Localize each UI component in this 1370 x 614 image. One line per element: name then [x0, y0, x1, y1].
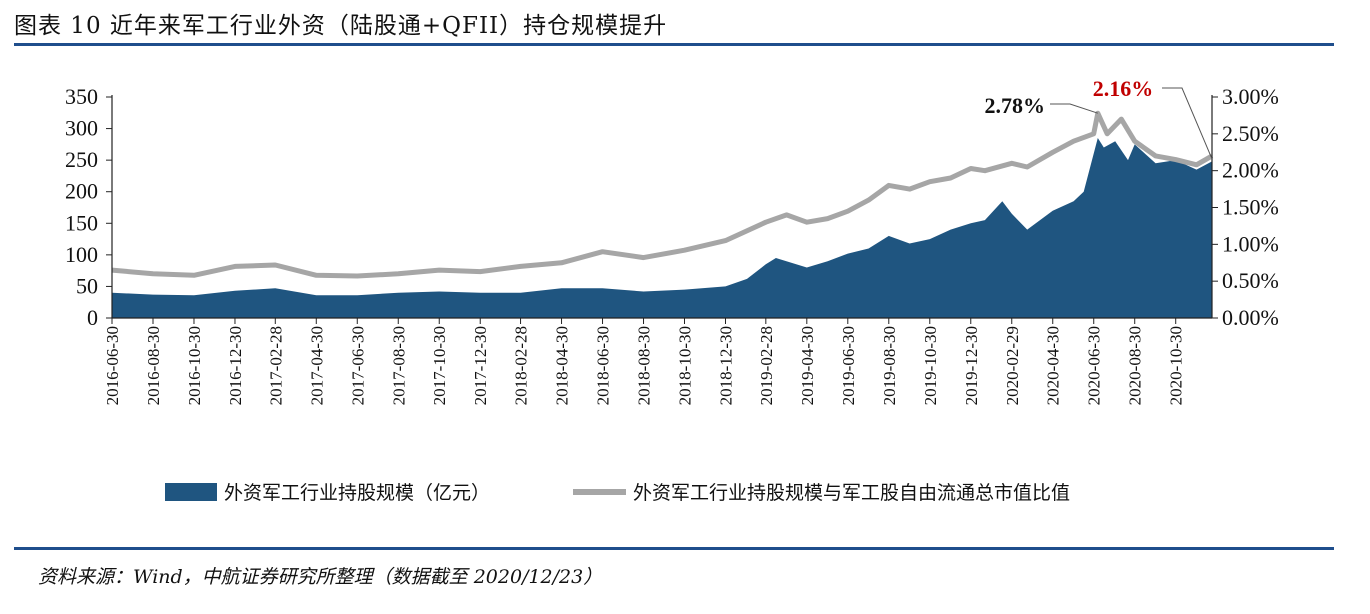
x-tick-label: 2018-02-28 [512, 326, 531, 405]
x-tick-label: 2017-06-30 [348, 326, 367, 405]
annotation-label: 2.16% [1093, 76, 1154, 101]
y-left-tick-label: 150 [65, 210, 98, 235]
y-left-tick-label: 0 [87, 305, 98, 330]
y-right-tick-label: 2.50% [1222, 121, 1279, 146]
y-left-tick-label: 200 [65, 179, 98, 204]
legend: 外资军工行业持股规模（亿元） 外资军工行业持股规模与军工股自由流通总市值比值 [165, 482, 1070, 504]
axis-ticks: 0 50 100 150 200 250 300 350 0.00% 0.50% 1.00% 1.50… [65, 84, 1279, 405]
y-right-tick-label: 3.00% [1222, 84, 1279, 109]
annotation-label: 2.78% [985, 93, 1046, 118]
x-tick-label: 2019-12-30 [962, 326, 981, 405]
x-tick-label: 2020-08-30 [1126, 326, 1145, 405]
top-rule [14, 43, 1334, 46]
x-tick-label: 2020-02-29 [1003, 326, 1022, 405]
x-tick-label: 2016-12-30 [226, 326, 245, 405]
x-tick-label: 2020-10-30 [1167, 326, 1186, 405]
y-left-tick-label: 250 [65, 147, 98, 172]
x-tick-label: 2020-04-30 [1044, 326, 1063, 405]
y-right-tick-label: 1.00% [1222, 231, 1279, 256]
annotations: 2.78% 2.16% [985, 76, 1213, 160]
x-tick-label: 2016-08-30 [144, 326, 163, 405]
y-left-tick-label: 350 [65, 84, 98, 109]
x-tick-label: 2020-06-30 [1085, 326, 1104, 405]
chart: 0 50 100 150 200 250 300 350 0.00% 0.50% 1.00% 1.50… [65, 76, 1279, 504]
annotation-leader [1162, 87, 1213, 160]
y-left-tick-label: 50 [76, 273, 98, 298]
legend-label-line: 外资军工行业持股规模与军工股自由流通总市值比值 [633, 482, 1070, 504]
legend-swatch-area [165, 483, 217, 501]
x-tick-label: 2017-02-28 [266, 326, 285, 405]
bottom-rule [14, 547, 1334, 550]
x-tick-label: 2019-10-30 [921, 326, 940, 405]
x-tick-label: 2019-04-30 [798, 326, 817, 405]
x-tick-label: 2017-08-30 [389, 326, 408, 405]
holdings-ratio-line [111, 110, 1214, 279]
x-tick-label: 2018-08-30 [635, 326, 654, 405]
x-tick-label: 2019-02-28 [757, 326, 776, 405]
y-left-tick-label: 100 [65, 242, 98, 267]
y-left-tick-label: 300 [65, 116, 98, 141]
x-tick-label: 2019-06-30 [839, 326, 858, 405]
x-tick-label: 2018-04-30 [553, 326, 572, 405]
annotation-leader [1050, 103, 1098, 114]
x-tick-label: 2018-06-30 [594, 326, 613, 405]
x-tick-label: 2018-10-30 [676, 326, 695, 405]
source-note: 资料来源：Wind，中航证券研究所整理（数据截至 2020/12/23） [38, 566, 603, 588]
legend-label-area: 外资军工行业持股规模（亿元） [224, 482, 490, 504]
x-tick-label: 2018-12-30 [717, 326, 736, 405]
x-tick-label: 2017-12-30 [471, 326, 490, 405]
y-right-tick-label: 0.50% [1222, 268, 1279, 293]
foreign-holdings-area [112, 138, 1212, 318]
figure-title: 图表 10 近年来军工行业外资（陆股通+QFII）持仓规模提升 [14, 13, 668, 39]
x-tick-label: 2019-08-30 [880, 326, 899, 405]
y-right-tick-label: 1.50% [1222, 195, 1279, 220]
y-right-tick-label: 0.00% [1222, 305, 1279, 330]
y-right-tick-label: 2.00% [1222, 158, 1279, 183]
x-tick-label: 2017-10-30 [430, 326, 449, 405]
x-tick-label: 2017-04-30 [307, 326, 326, 405]
x-tick-label: 2016-10-30 [185, 326, 204, 405]
x-tick-label: 2016-06-30 [103, 326, 122, 405]
